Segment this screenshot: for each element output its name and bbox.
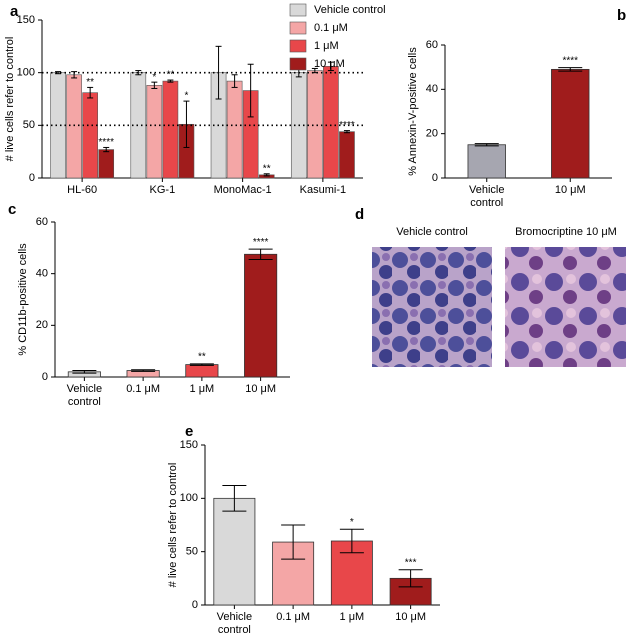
significance: **: [263, 163, 271, 174]
bar: [226, 80, 243, 179]
micrograph: [372, 247, 492, 367]
bar: [323, 66, 339, 179]
y-axis-label: % Annexin-V-positive cells: [407, 47, 419, 176]
bar: [82, 92, 98, 179]
y-tick-label: 0: [432, 172, 438, 184]
bar: [551, 68, 590, 179]
significance: ****: [98, 137, 114, 148]
significance: *: [184, 91, 188, 102]
x-tick-label-box: 1 μM: [189, 383, 215, 395]
bar: [66, 74, 82, 179]
x-tick-label: Vehicle control: [216, 611, 253, 634]
panel-label: d: [355, 206, 364, 223]
x-tick-label: 10 μM: [554, 184, 586, 196]
y-tick-label: 40: [36, 268, 48, 280]
x-tick-label-box: 1 μM: [339, 611, 365, 623]
legend-label: 10 μM: [314, 58, 345, 70]
panel-label: c: [8, 201, 16, 218]
x-tick-label-box: Kasumi-1: [299, 184, 347, 196]
y-tick-label: 0: [42, 371, 48, 383]
y-tick-label: 100: [17, 67, 35, 79]
x-tick-label-box: HL-60: [67, 184, 98, 196]
bar: [146, 85, 163, 179]
y-tick-label: 150: [17, 14, 35, 26]
y-tick-label: 0: [29, 172, 35, 184]
legend-swatch: [289, 57, 307, 71]
legend-swatch: [289, 21, 307, 35]
x-tick-label-box: Vehicle control: [469, 184, 505, 209]
bar: [50, 72, 66, 179]
y-tick-label: 0: [192, 599, 198, 611]
y-tick-label: 50: [186, 546, 198, 558]
x-tick-label: Vehicle control: [469, 184, 505, 209]
bar: [339, 131, 355, 179]
bar: [185, 364, 219, 378]
bar: [162, 80, 179, 179]
significance: ***: [405, 557, 417, 568]
significance: *: [350, 517, 354, 528]
significance: **: [86, 77, 94, 88]
x-tick-label: 0.1 μM: [276, 611, 311, 623]
y-axis-label: # live cells refer to control: [167, 463, 179, 588]
x-tick-label-box: Vehicle control: [66, 383, 103, 408]
x-tick-label-box: 0.1 μM: [126, 383, 161, 395]
bar: [244, 253, 278, 378]
significance: ****: [253, 237, 269, 248]
y-tick-label: 50: [23, 119, 35, 131]
panel-label: a: [10, 3, 19, 20]
y-tick-label: 60: [36, 216, 48, 228]
x-tick-label-box: MonoMac-1: [213, 184, 272, 196]
panel-label: e: [185, 423, 193, 440]
y-axis-label: % CD11b-positive cells: [17, 243, 29, 356]
x-tick-label: 10 μM: [395, 611, 427, 623]
legend-swatch: [289, 3, 307, 17]
x-tick-label-box: Vehicle control: [216, 611, 253, 634]
y-tick-label: 40: [426, 83, 438, 95]
x-tick-label: 1 μM: [189, 383, 215, 395]
y-axis-label: # live cells refer to control: [4, 37, 16, 162]
bar: [98, 149, 115, 179]
x-tick-label: HL-60: [67, 184, 98, 196]
x-tick-label: Vehicle control: [66, 383, 103, 408]
x-tick-label: KG-1: [149, 184, 176, 196]
bar: [467, 144, 506, 179]
x-tick-label-box: 10 μM: [245, 383, 277, 395]
y-tick-label: 20: [36, 319, 48, 331]
x-tick-label-box: 0.1 μM: [276, 611, 311, 623]
legend-swatch: [289, 39, 307, 53]
x-tick-label: 10 μM: [245, 383, 277, 395]
x-tick-label: 0.1 μM: [126, 383, 161, 395]
bar: [307, 70, 323, 179]
panel-label: b: [617, 7, 626, 24]
bar: [213, 497, 256, 606]
x-tick-label: MonoMac-1: [213, 184, 272, 196]
y-tick-label: 20: [426, 128, 438, 140]
x-tick-label-box: 10 μM: [554, 184, 586, 196]
micrograph: [505, 247, 626, 367]
image-caption: Bromocriptine 10 μM: [515, 226, 617, 238]
x-tick-label-box: KG-1: [149, 184, 176, 196]
x-tick-label: 1 μM: [339, 611, 365, 623]
legend-label: 0.1 μM: [314, 22, 348, 34]
y-tick-label: 150: [180, 439, 198, 451]
significance: **: [167, 70, 175, 81]
significance: ****: [562, 55, 578, 66]
y-tick-label: 100: [180, 492, 198, 504]
image-caption: Vehicle control: [396, 226, 468, 238]
legend-label: Vehicle control: [314, 4, 386, 16]
x-tick-label-box: 10 μM: [395, 611, 427, 623]
legend-label: 1 μM: [314, 40, 339, 52]
y-tick-label: 60: [426, 39, 438, 51]
x-tick-label: Kasumi-1: [299, 184, 347, 196]
significance: ****: [339, 120, 355, 131]
significance: *: [152, 72, 156, 83]
significance: **: [198, 351, 206, 362]
